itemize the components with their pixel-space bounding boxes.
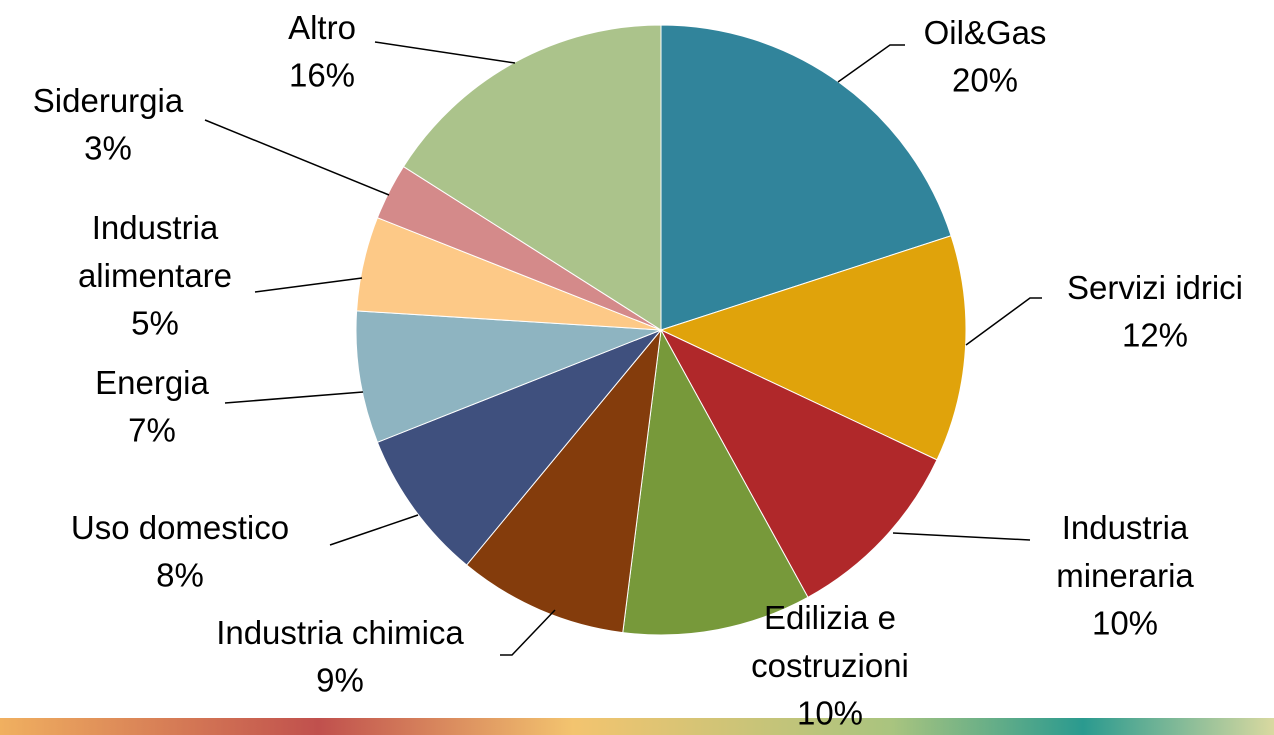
pie-slice xyxy=(660,24,952,331)
labels: Oil&Gas 20% Servizi idrici 12% Industria mine… xyxy=(33,9,1243,732)
label-line: Industria xyxy=(92,209,219,246)
label-line: Altro xyxy=(288,9,356,46)
decorative-band xyxy=(0,718,1274,735)
leader-line xyxy=(892,532,1031,541)
category-label: Industria chimica xyxy=(216,614,464,651)
leader-line xyxy=(329,514,419,546)
category-label: Servizi idrici xyxy=(1067,269,1243,306)
label-line: Industria xyxy=(1062,509,1189,546)
category-label: Edilizia e costruzioni xyxy=(751,599,909,684)
leader-line xyxy=(500,609,556,656)
label-line: costruzioni xyxy=(751,647,909,684)
leader-line xyxy=(837,44,905,83)
label-line: Uso domestico xyxy=(71,509,289,546)
value-label: 10% xyxy=(797,695,863,732)
pie-slice xyxy=(659,328,938,598)
label-line: mineraria xyxy=(1056,557,1194,594)
pie-slice xyxy=(465,328,662,634)
value-label: 10% xyxy=(1092,605,1158,642)
value-label: 5% xyxy=(131,305,179,342)
leader-line xyxy=(965,297,1042,346)
leader-line xyxy=(204,119,390,196)
label-line: Siderurgia xyxy=(33,82,184,119)
category-label: Oil&Gas xyxy=(924,14,1047,51)
leader-line xyxy=(224,391,364,404)
value-label: 7% xyxy=(128,412,176,449)
label-line: Edilizia e xyxy=(764,599,896,636)
pie-slice xyxy=(355,310,662,443)
category-label: Siderurgia xyxy=(33,82,184,119)
category-label: Altro xyxy=(288,9,356,46)
label-line: Servizi idrici xyxy=(1067,269,1243,306)
value-label: 12% xyxy=(1122,317,1188,354)
label-line: alimentare xyxy=(78,257,232,294)
label-line: Energia xyxy=(95,364,209,401)
category-label: Uso domestico xyxy=(71,509,289,546)
leader-line xyxy=(374,41,516,64)
value-label: 9% xyxy=(316,662,364,699)
label-line: Oil&Gas xyxy=(924,14,1047,51)
pie-slice xyxy=(376,329,662,566)
pie xyxy=(355,24,967,636)
label-line: Industria chimica xyxy=(216,614,464,651)
value-label: 16% xyxy=(289,57,355,94)
value-label: 3% xyxy=(84,130,132,167)
pie-slice xyxy=(659,235,967,461)
category-label: Energia xyxy=(95,364,209,401)
value-label: 8% xyxy=(156,557,204,594)
pie-slice xyxy=(622,328,809,636)
leader-line xyxy=(254,277,363,293)
category-label: Industria alimentare xyxy=(78,209,232,294)
category-label: Industria mineraria xyxy=(1056,509,1194,594)
value-label: 20% xyxy=(952,62,1018,99)
